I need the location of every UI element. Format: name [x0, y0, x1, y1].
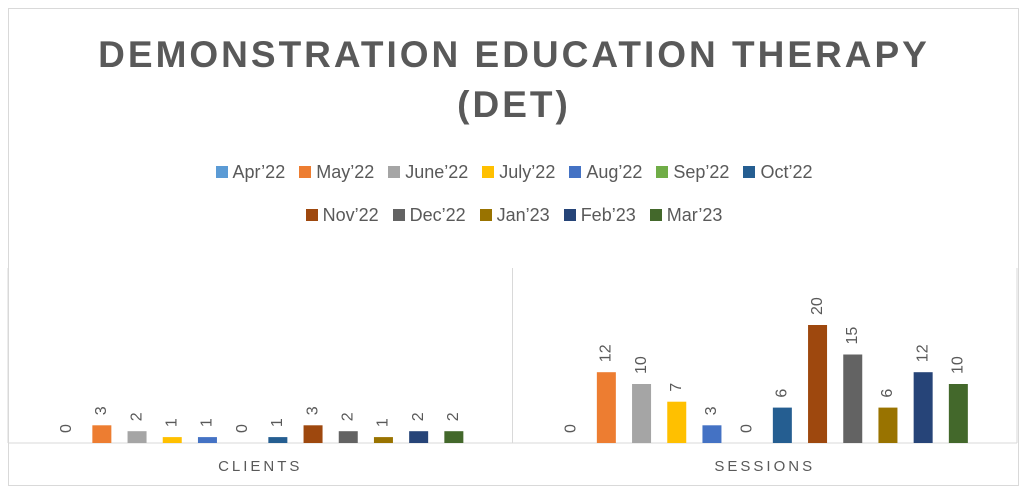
bar	[632, 384, 652, 443]
data-label: 20	[809, 297, 826, 315]
data-label: 0	[738, 424, 755, 433]
legend-swatch	[482, 166, 495, 178]
data-label: 1	[163, 418, 180, 427]
bar	[702, 425, 722, 443]
bar	[127, 431, 147, 443]
legend-swatch	[563, 209, 576, 221]
legend-label: Feb’23	[580, 205, 636, 225]
data-label: 15	[844, 327, 861, 345]
bar	[444, 431, 464, 443]
x-tick-label: CLIENTS	[218, 458, 302, 475]
legend-item: Aug’22	[569, 160, 642, 184]
chart-frame	[8, 8, 1019, 486]
legend-item: July’22	[482, 160, 555, 184]
bar	[843, 354, 863, 443]
legend-label: Apr’22	[232, 162, 286, 182]
legend-item: June’22	[388, 160, 468, 184]
legend-label: June’22	[405, 162, 469, 182]
data-label: 2	[128, 412, 145, 421]
data-label: 0	[234, 424, 251, 433]
legend-swatch	[299, 166, 312, 178]
legend-item: Sep’22	[656, 160, 729, 184]
bar	[373, 437, 393, 443]
bar	[596, 372, 616, 443]
bar	[268, 437, 288, 443]
bar	[92, 425, 112, 443]
legend-item: Nov’22	[305, 203, 379, 227]
data-label: 1	[269, 418, 286, 427]
legend-swatch	[215, 166, 228, 178]
legend-label: Mar’23	[666, 205, 723, 225]
legend-label: Oct’22	[760, 162, 813, 182]
bar	[667, 401, 687, 443]
data-label: 12	[598, 344, 615, 362]
data-label: 6	[879, 389, 896, 398]
data-label: 6	[774, 389, 791, 398]
legend-item: Mar’23	[649, 203, 723, 227]
legend-label: Sep’22	[673, 162, 730, 182]
legend-item: Feb’23	[563, 203, 636, 227]
legend-label: July’22	[499, 162, 556, 182]
data-label: 3	[703, 406, 720, 415]
legend-swatch	[743, 166, 756, 178]
legend-swatch	[479, 209, 492, 221]
data-label: 12	[914, 344, 931, 362]
legend-item: Jan’23	[479, 203, 550, 227]
data-label: 10	[633, 356, 650, 374]
bar	[338, 431, 358, 443]
data-label: 1	[199, 418, 216, 427]
bar	[409, 431, 429, 443]
data-label: 2	[339, 412, 356, 421]
legend-label: Aug’22	[586, 162, 643, 182]
legend-label: Nov’22	[322, 205, 379, 225]
legend-swatch	[305, 209, 318, 221]
legend-item: Oct’22	[743, 160, 812, 184]
data-label: 0	[562, 424, 579, 433]
legend-label: May’22	[316, 162, 375, 182]
legend-label: Jan’23	[496, 205, 550, 225]
legend: Apr’22 May’22 June’22 July’22 Aug’22 Sep’22 Oc…	[204, 160, 824, 227]
bar	[948, 384, 968, 443]
bar	[913, 372, 933, 443]
data-label: 7	[668, 383, 685, 392]
bar	[808, 325, 828, 443]
x-tick-label: SESSIONS	[714, 458, 815, 475]
legend-item: Apr’22	[215, 160, 286, 184]
legend-swatch	[649, 209, 662, 221]
legend-swatch	[392, 209, 405, 221]
legend-swatch	[656, 166, 669, 178]
data-label: 2	[445, 412, 462, 421]
chart-title: DEMONSTRATION EDUCATION THERAPY (DET)	[98, 34, 930, 125]
bar	[162, 437, 182, 443]
legend-swatch	[388, 166, 401, 178]
bar	[197, 437, 217, 443]
data-label: 1	[375, 418, 392, 427]
bar	[772, 407, 792, 443]
data-label: 10	[950, 356, 967, 374]
data-label: 3	[304, 406, 321, 415]
bar	[303, 425, 323, 443]
legend-label: Dec’22	[409, 205, 466, 225]
bar	[878, 407, 898, 443]
data-label: 2	[410, 412, 427, 421]
legend-swatch	[569, 166, 582, 178]
data-label: 0	[58, 424, 75, 433]
legend-item: May’22	[299, 160, 374, 184]
data-label: 3	[93, 406, 110, 415]
legend-item: Dec’22	[392, 203, 466, 227]
